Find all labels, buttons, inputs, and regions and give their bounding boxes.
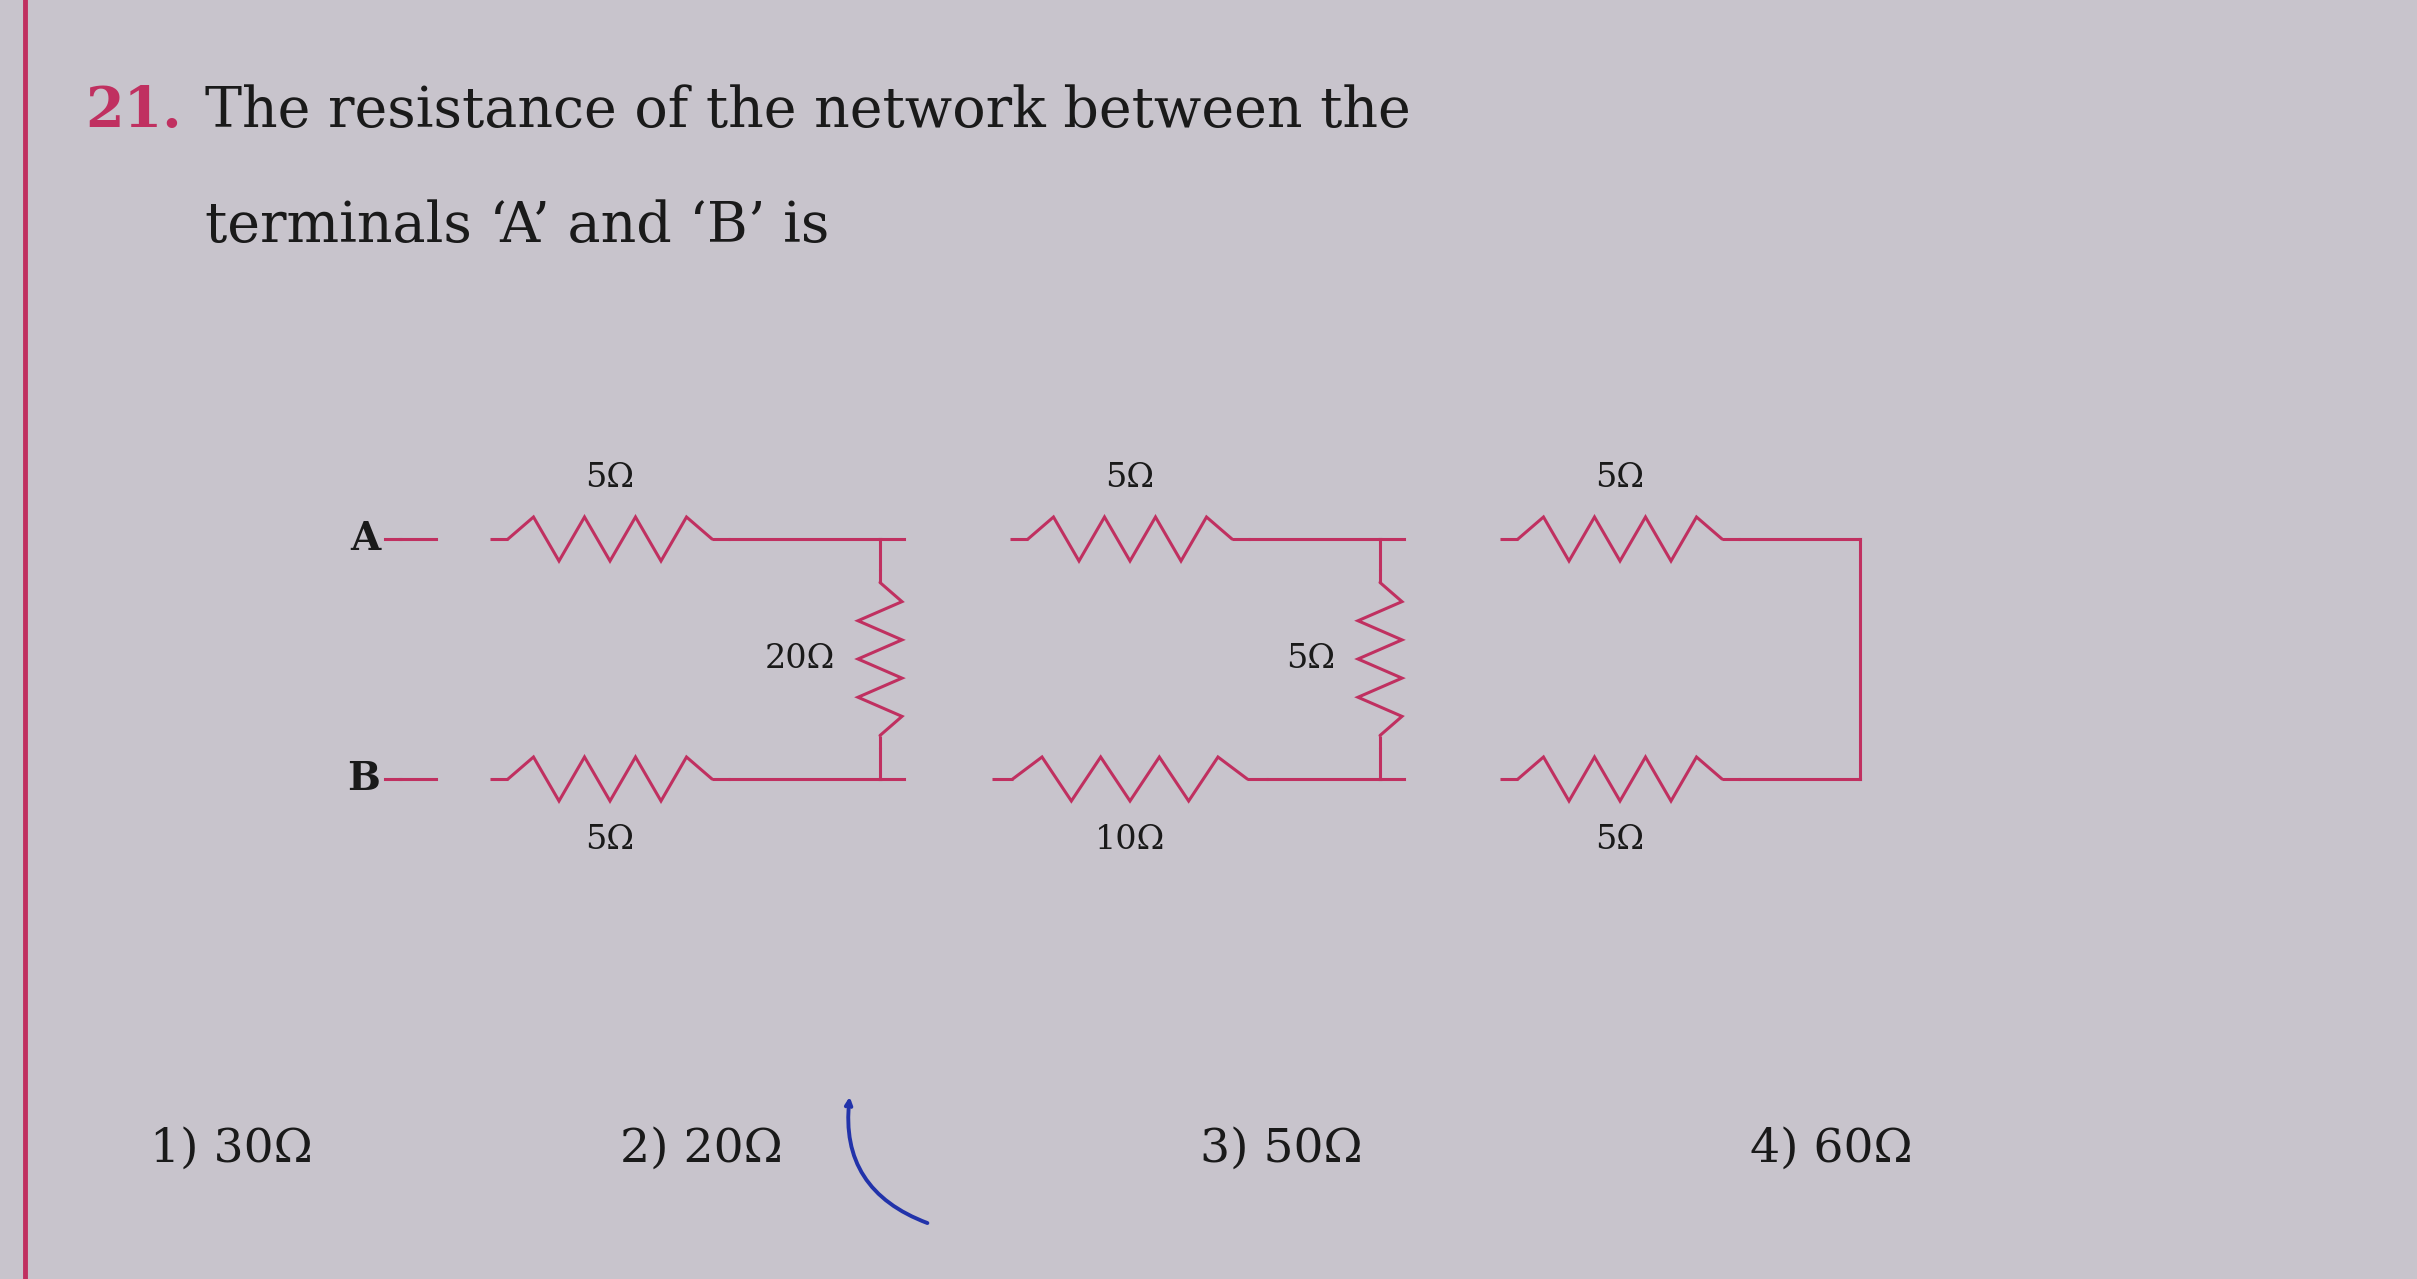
Text: 5Ω: 5Ω (1595, 824, 1644, 856)
Text: 5Ω: 5Ω (1595, 462, 1644, 494)
Text: B: B (348, 760, 379, 798)
Text: 5Ω: 5Ω (1286, 643, 1334, 675)
Text: The resistance of the network between the: The resistance of the network between th… (205, 84, 1412, 138)
Text: 5Ω: 5Ω (1105, 462, 1155, 494)
Text: 21.: 21. (85, 84, 181, 139)
Text: A: A (350, 521, 379, 558)
Text: 5Ω: 5Ω (585, 462, 636, 494)
Text: 2) 20Ω: 2) 20Ω (621, 1127, 783, 1172)
Text: terminals ‘A’ and ‘B’ is: terminals ‘A’ and ‘B’ is (205, 200, 829, 253)
Text: 20Ω: 20Ω (764, 643, 834, 675)
Text: 4) 60Ω: 4) 60Ω (1750, 1127, 1912, 1172)
Text: 10Ω: 10Ω (1095, 824, 1165, 856)
Text: 3) 50Ω: 3) 50Ω (1199, 1127, 1363, 1172)
Text: 5Ω: 5Ω (585, 824, 636, 856)
Text: 1) 30Ω: 1) 30Ω (150, 1127, 312, 1172)
